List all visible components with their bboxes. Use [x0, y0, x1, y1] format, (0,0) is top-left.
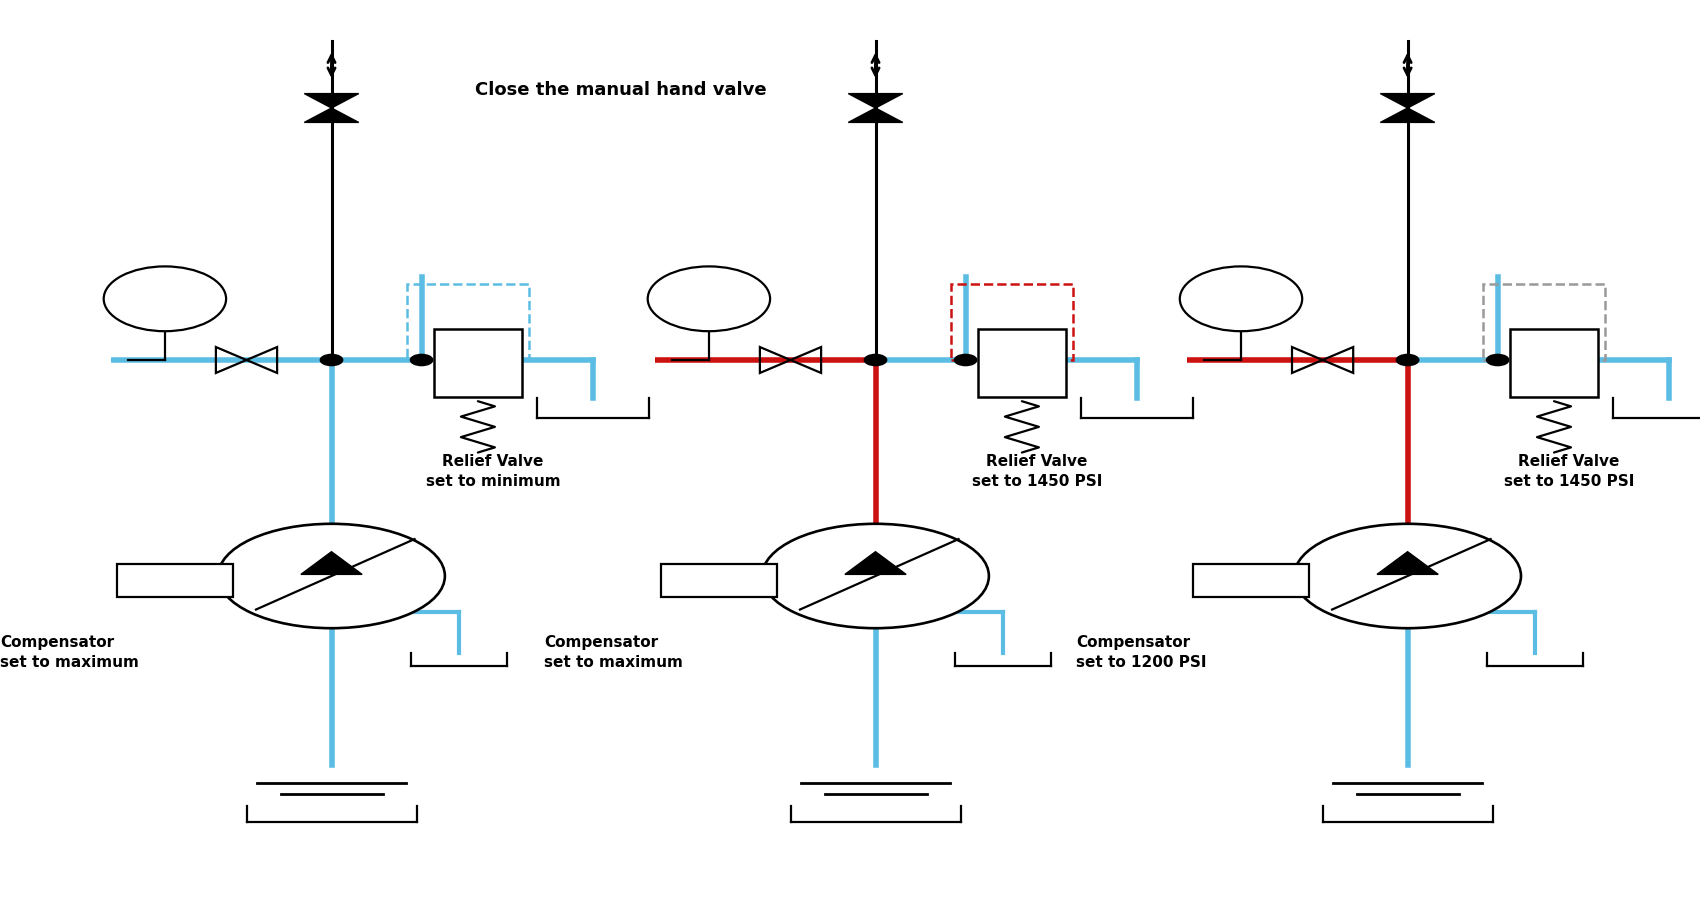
Bar — [406, 284, 529, 360]
Text: Compensator
set to 1200 PSI: Compensator set to 1200 PSI — [1076, 635, 1207, 670]
Polygon shape — [1380, 108, 1435, 122]
Bar — [950, 284, 1073, 360]
Circle shape — [410, 354, 434, 366]
Text: Relief Valve
set to minimum: Relief Valve set to minimum — [425, 454, 561, 490]
Text: Compensator
set to maximum: Compensator set to maximum — [544, 635, 683, 670]
Polygon shape — [845, 552, 906, 574]
Bar — [1510, 329, 1598, 397]
Ellipse shape — [1294, 524, 1522, 628]
Circle shape — [320, 354, 343, 366]
Circle shape — [648, 266, 770, 331]
Circle shape — [1180, 266, 1302, 331]
Circle shape — [954, 354, 977, 366]
Polygon shape — [1380, 94, 1435, 108]
Text: Relief Valve
set to 1450 PSI: Relief Valve set to 1450 PSI — [972, 454, 1102, 490]
Polygon shape — [304, 108, 359, 122]
Bar — [434, 329, 522, 397]
Bar — [117, 564, 233, 597]
Polygon shape — [848, 94, 903, 108]
Circle shape — [864, 354, 887, 366]
Ellipse shape — [762, 524, 989, 628]
Circle shape — [104, 266, 226, 331]
Circle shape — [1486, 354, 1510, 366]
Text: Close the manual hand valve: Close the manual hand valve — [474, 81, 767, 99]
Text: Relief Valve
set to 1450 PSI: Relief Valve set to 1450 PSI — [1504, 454, 1634, 490]
Polygon shape — [304, 94, 359, 108]
Polygon shape — [848, 108, 903, 122]
Bar — [1482, 284, 1605, 360]
Circle shape — [1396, 354, 1419, 366]
Bar — [977, 329, 1066, 397]
Text: Compensator
set to maximum: Compensator set to maximum — [0, 635, 139, 670]
Polygon shape — [1377, 552, 1438, 574]
Polygon shape — [301, 552, 362, 574]
Bar — [1193, 564, 1309, 597]
Ellipse shape — [218, 524, 445, 628]
Bar — [661, 564, 777, 597]
